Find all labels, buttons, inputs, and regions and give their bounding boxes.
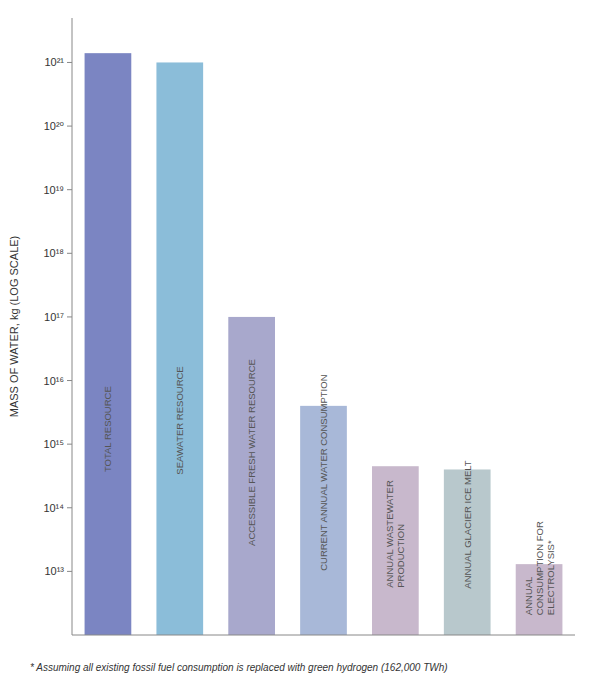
category-label: ACCESSIBLE FRESH WATER RESOURCE	[246, 359, 257, 546]
y-tick	[67, 253, 72, 254]
y-tick-label: 10¹⁵	[44, 438, 64, 450]
chart: TOTAL RESOURCE SEAWATER RESOURCE ACCESSIBL…	[0, 0, 595, 683]
y-axis-label: MASS OF WATER, kg (LOG SCALE)	[8, 236, 20, 418]
y-tick-label: 10¹⁴	[43, 502, 64, 514]
y-tick	[67, 444, 72, 445]
y-tick	[67, 189, 72, 190]
bars	[85, 53, 563, 635]
footnote: * Assuming all existing fossil fuel cons…	[30, 662, 448, 673]
y-tick-label: 10¹⁸	[43, 247, 64, 259]
category-label: ANNUALCONSUMPTION FORELECTROLYSIS*	[523, 521, 556, 615]
y-tick-label: 10¹³	[44, 565, 64, 577]
category-label: CURRENT ANNUAL WATER CONSUMPTION	[318, 374, 329, 570]
y-tick-label: 10²⁰	[44, 120, 65, 132]
y-tick	[67, 571, 72, 572]
y-tick	[67, 62, 72, 63]
bar	[228, 317, 275, 635]
y-tick-label: 10²¹	[44, 56, 64, 68]
category-label: ANNUAL GLACIER ICE MELT	[462, 460, 473, 588]
y-tick-label: 10¹⁹	[43, 184, 64, 196]
category-label: TOTAL RESOURCE	[102, 386, 113, 472]
category-labels: TOTAL RESOURCE SEAWATER RESOURCE ACCESSIBL…	[102, 359, 555, 615]
y-tick-label: 10¹⁷	[44, 311, 64, 323]
y-tick	[67, 316, 72, 317]
bar	[372, 466, 419, 635]
bar	[156, 62, 203, 635]
y-tick	[67, 507, 72, 508]
y-tick-label: 10¹⁶	[44, 375, 64, 387]
y-axis-line	[72, 18, 73, 635]
y-tick	[67, 126, 72, 127]
x-axis-line	[72, 635, 575, 636]
category-label: SEAWATER RESOURCE	[174, 366, 185, 474]
y-tick	[67, 380, 72, 381]
category-label: ANNUAL WASTEWATERPRODUCTION	[384, 480, 406, 588]
bar	[85, 53, 132, 635]
